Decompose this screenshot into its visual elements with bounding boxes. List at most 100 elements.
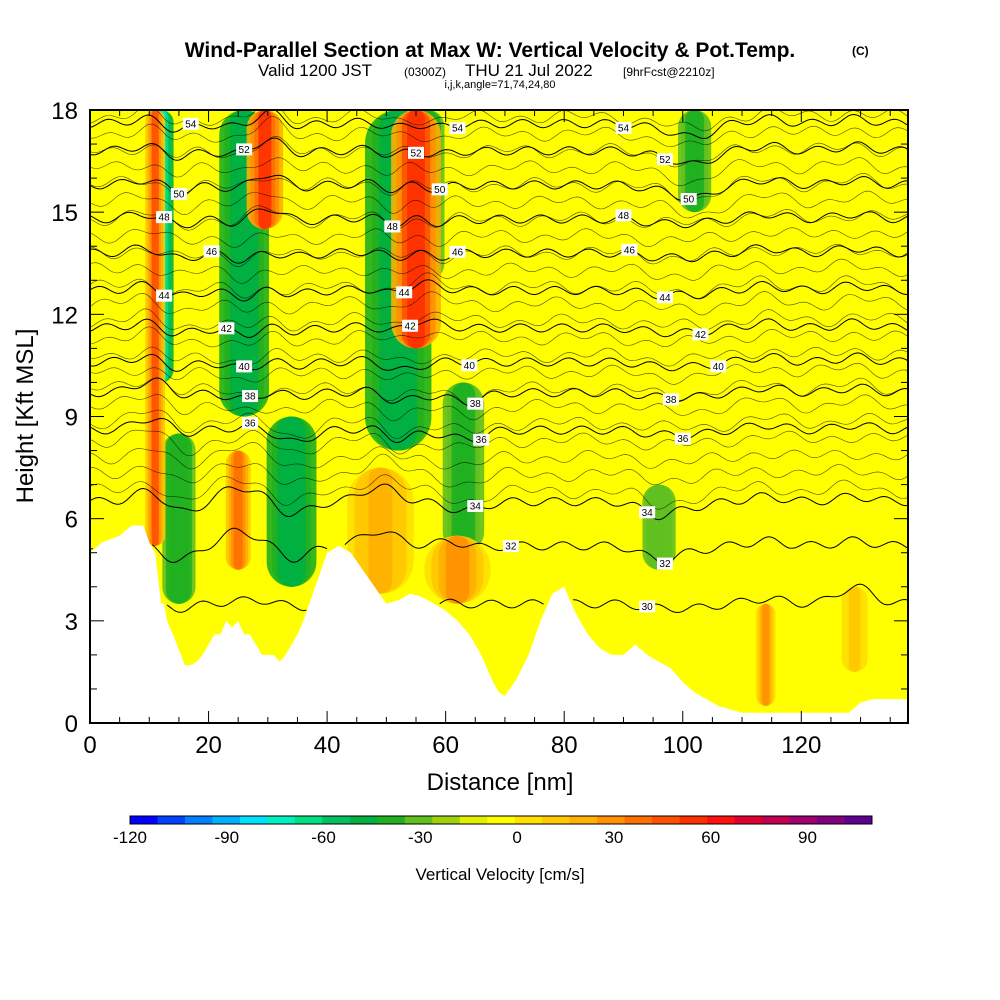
- contour-label-bg: [396, 286, 413, 299]
- colorbar-swatch: [377, 816, 406, 824]
- contour-line-46: [90, 244, 908, 264]
- x-tick-label: 120: [781, 732, 821, 759]
- contour-label-bg: [639, 506, 656, 519]
- contour-label: 52: [656, 153, 673, 166]
- updraft-column-layer: [762, 603, 770, 706]
- contour-line: [90, 326, 908, 348]
- contour-label: 48: [156, 211, 173, 224]
- contour-line-30: [166, 583, 908, 614]
- colorbar-swatch: [707, 816, 736, 824]
- contour-label: 46: [621, 243, 638, 256]
- contour-label: 42: [402, 319, 419, 332]
- contour-line: [90, 205, 908, 231]
- contour-label: 38: [467, 397, 484, 410]
- colorbar-swatch: [184, 816, 213, 824]
- contour-label-text: 50: [683, 195, 695, 206]
- colorbar-swatch: [844, 816, 873, 824]
- contour-label: 42: [218, 322, 235, 335]
- contour-label: 48: [615, 209, 632, 222]
- contour-line-52: [90, 137, 908, 165]
- x-tick-label: 60: [432, 732, 459, 759]
- contour-label-bg: [692, 328, 709, 341]
- colorbar-tick-label: 60: [701, 828, 720, 847]
- contour-label: 32: [502, 540, 519, 553]
- y-tick-label: 3: [65, 609, 78, 636]
- y-tick-label: 0: [65, 711, 78, 738]
- contour-label-bg: [449, 245, 466, 258]
- contour-line: [90, 442, 908, 470]
- contour-label-text: 48: [387, 222, 399, 233]
- contour-label: 48: [384, 220, 401, 233]
- colorbar-swatch: [130, 816, 158, 824]
- contour-label-text: 52: [410, 148, 422, 159]
- colorbar-swatch: [212, 816, 241, 824]
- colorbar-swatch: [734, 816, 763, 824]
- contour-label-text: 32: [659, 559, 671, 570]
- updraft-column-layer: [445, 535, 470, 604]
- contour-line: [90, 243, 908, 268]
- contour-label: 40: [710, 360, 727, 373]
- contour-label: 36: [242, 417, 259, 430]
- downdraft-column: [162, 433, 196, 604]
- contour-label-text: 48: [159, 213, 171, 224]
- contour-label: 34: [639, 506, 656, 519]
- contour-label: 40: [236, 360, 253, 373]
- contour-label-bg: [236, 360, 253, 373]
- downdraft-column-layer: [172, 433, 185, 604]
- contour-label-text: 40: [239, 362, 251, 373]
- contour-line: [90, 116, 908, 148]
- contour-label-bg: [656, 557, 673, 570]
- colorbar-swatch: [789, 816, 818, 824]
- colorbar-tick-label: 90: [798, 828, 817, 847]
- contour-label: 50: [680, 193, 697, 206]
- contour-label: 38: [242, 390, 259, 403]
- updraft-column: [225, 450, 251, 570]
- contour-label-bg: [384, 220, 401, 233]
- contour-label-text: 36: [677, 434, 689, 445]
- contour-label-text: 44: [159, 291, 171, 302]
- colorbar-swatch: [762, 816, 791, 824]
- contour-label-text: 34: [470, 502, 482, 513]
- contour-label-text: 54: [185, 119, 197, 130]
- contour-label-bg: [242, 417, 259, 430]
- contour-label: 34: [467, 500, 484, 513]
- vertical-velocity-field: [145, 110, 872, 706]
- contour-label-text: 54: [452, 124, 464, 135]
- contour-label-text: 32: [505, 542, 517, 553]
- updraft-column: [246, 110, 284, 230]
- contour-label-text: 52: [659, 155, 671, 166]
- contour-line: [90, 453, 908, 488]
- contour-line-50: [90, 174, 908, 202]
- section-parameters: i,j,k,angle=71,74,24,80: [444, 79, 555, 91]
- contour-label-text: 42: [405, 321, 417, 332]
- updraft-column-layer: [407, 110, 425, 349]
- contour-label-text: 50: [173, 189, 185, 200]
- contour-label-bg: [502, 540, 519, 553]
- contour-label-bg: [473, 433, 490, 446]
- contour-label-bg: [203, 245, 220, 258]
- contour-line: [90, 291, 908, 316]
- x-axis: 0 20 40 60 80 100 120: [83, 110, 891, 759]
- y-tick-label: 18: [51, 98, 78, 125]
- contour-label: 52: [408, 146, 425, 159]
- y-tick-label: 15: [51, 200, 78, 227]
- contour-label-text: 38: [665, 395, 677, 406]
- contour-label-bg: [710, 360, 727, 373]
- colorbar-tick-label: -90: [214, 828, 239, 847]
- contour-label-text: 42: [221, 324, 233, 335]
- downdraft-column-layer: [282, 416, 301, 587]
- colorbar-swatch: [679, 816, 708, 824]
- contour-label: 44: [156, 289, 173, 302]
- downdraft-column: [642, 484, 676, 570]
- contour-label-text: 46: [452, 247, 464, 258]
- x-tick-label: 0: [83, 732, 96, 759]
- contour-label-bg: [680, 193, 697, 206]
- contour-label-text: 36: [476, 435, 488, 446]
- contour-label: 42: [692, 328, 709, 341]
- contour-label-bg: [615, 121, 632, 134]
- contour-label-text: 48: [618, 211, 630, 222]
- contour-label-bg: [449, 122, 466, 135]
- valid-time-utc: (0300Z): [404, 65, 446, 79]
- contour-label: 44: [656, 291, 673, 304]
- x-axis-title: Distance [nm]: [427, 769, 574, 796]
